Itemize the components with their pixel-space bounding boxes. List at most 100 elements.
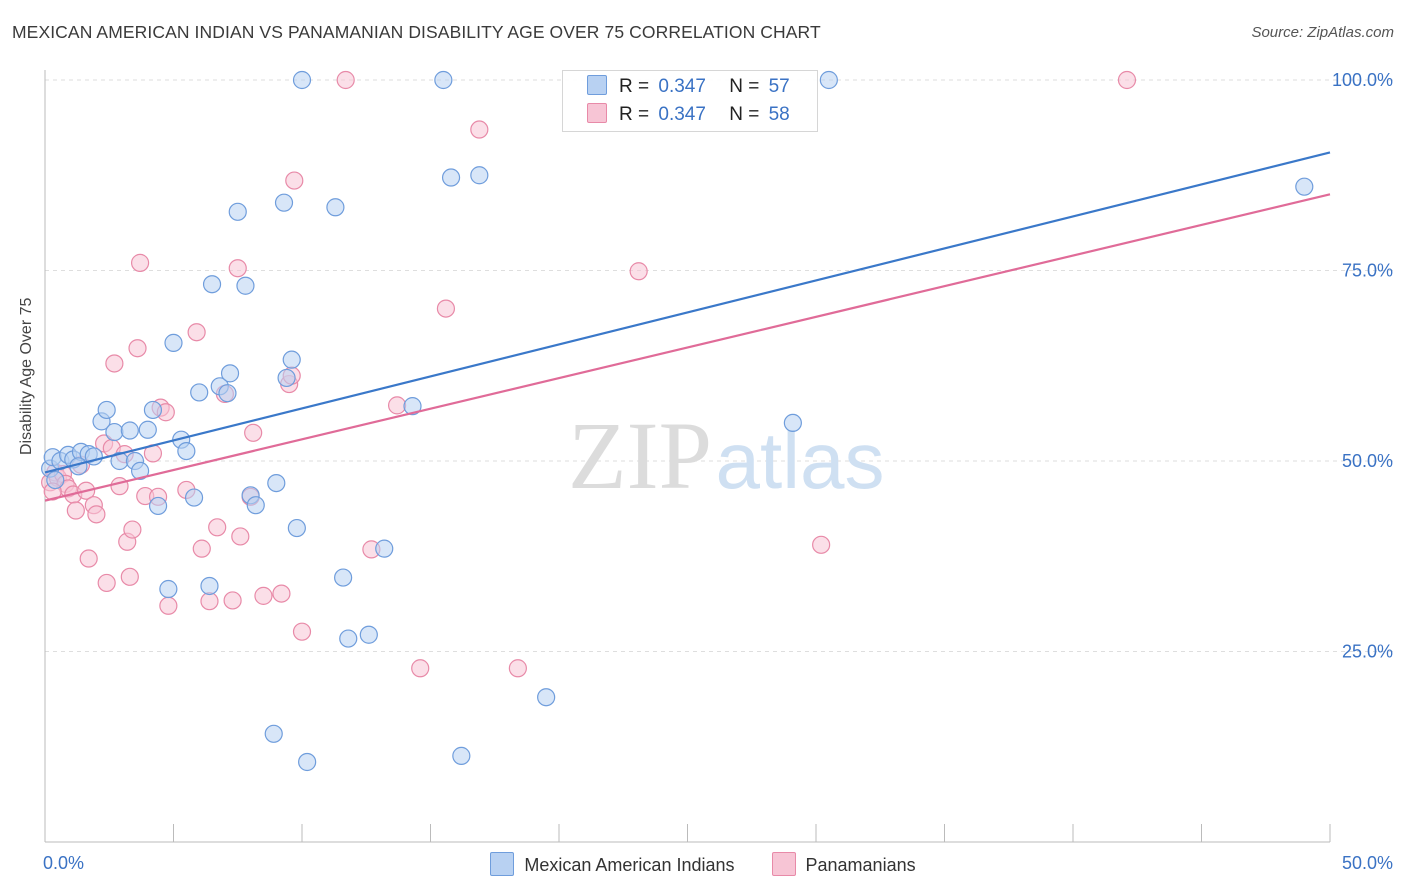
legend-r-label: R = (619, 104, 650, 125)
series-mexican-american-indians (41, 70, 1314, 772)
point-mexican-american-indians-45 (375, 539, 394, 558)
point-panamanians-32 (192, 539, 211, 558)
point-mexican-american-indians-49 (452, 746, 471, 765)
point-panamanians-20 (120, 567, 139, 586)
trend-lines (44, 151, 1331, 502)
series-legend-item-panamanians: Panamanians (771, 852, 916, 876)
point-panamanians-56 (1117, 70, 1137, 90)
point-mexican-american-indians-21 (177, 441, 196, 461)
point-mexican-american-indians-18 (159, 579, 178, 599)
point-panamanians-50 (411, 659, 430, 678)
point-panamanians-37 (228, 259, 247, 278)
point-panamanians-31 (187, 323, 206, 342)
point-panamanians-42 (272, 584, 291, 603)
point-mexican-american-indians-38 (287, 518, 306, 538)
legend-n-value: 58 (768, 104, 790, 125)
legend-r-label: R = (619, 76, 650, 97)
point-panamanians-36 (223, 591, 242, 610)
point-panamanians-38 (231, 527, 250, 546)
point-mexican-american-indians-40 (298, 752, 317, 772)
series-legend-label: Mexican American Indians (524, 855, 735, 875)
point-mexican-american-indians-12 (120, 421, 139, 440)
point-mexican-american-indians-41 (326, 198, 345, 217)
watermark: ZIP atlas (568, 402, 884, 509)
legend-row-mexican-american-indians: R = 0.347 N = 57 (587, 75, 790, 97)
point-mexican-american-indians-15 (138, 420, 157, 439)
point-mexican-american-indians-33 (264, 724, 283, 743)
point-panamanians-16 (105, 354, 124, 373)
point-mexican-american-indians-16 (143, 400, 163, 420)
point-mexican-american-indians-27 (218, 384, 237, 403)
trend-line-mexican-american-indians (44, 151, 1331, 474)
point-panamanians-23 (130, 253, 150, 272)
point-mexican-american-indians-17 (148, 496, 168, 516)
point-panamanians-14 (97, 573, 116, 593)
point-panamanians-46 (292, 622, 312, 641)
point-mexican-american-indians-52 (783, 413, 802, 432)
point-mexican-american-indians-47 (434, 70, 453, 90)
point-panamanians-47 (336, 70, 355, 90)
chart-title: MEXICAN AMERICAN INDIAN VS PANAMANIAN DI… (12, 22, 821, 42)
point-mexican-american-indians-9 (97, 400, 116, 420)
point-mexican-american-indians-22 (184, 488, 204, 507)
y-axis-label: Disability Age Over 75 (18, 297, 35, 455)
series-legend: Mexican American Indians Panamanians (0, 852, 1406, 876)
point-mexican-american-indians-53 (819, 70, 838, 90)
point-mexican-american-indians-54 (1295, 177, 1314, 196)
point-mexican-american-indians-10 (105, 422, 124, 442)
point-panamanians-17 (110, 477, 129, 496)
point-mexican-american-indians-51 (537, 688, 556, 707)
point-mexican-american-indians-55 (46, 470, 65, 490)
point-panamanians-10 (79, 549, 98, 568)
legend-r-value: 0.347 (658, 76, 706, 97)
legend-n-value: 57 (768, 76, 790, 97)
watermark-atlas: atlas (716, 416, 885, 505)
series-legend-item-mexican-american-indians: Mexican American Indians (490, 852, 735, 876)
point-mexican-american-indians-29 (228, 202, 247, 221)
point-panamanians-12 (87, 505, 106, 524)
point-mexican-american-indians-39 (292, 70, 312, 90)
point-mexican-american-indians-42 (334, 568, 353, 587)
trend-line-panamanians (44, 193, 1331, 502)
point-mexican-american-indians-25 (202, 275, 222, 294)
y-tick-label-2: 75.0% (1342, 261, 1393, 281)
point-panamanians-40 (244, 423, 263, 442)
point-mexican-american-indians-32 (246, 496, 265, 515)
watermark-zip: ZIP (568, 402, 712, 509)
y-tick-label-3: 100.0% (1332, 70, 1393, 90)
series-swatch-blue (490, 852, 515, 876)
point-mexican-american-indians-36 (274, 193, 294, 212)
point-panamanians-41 (254, 586, 273, 605)
point-mexican-american-indians-43 (339, 629, 358, 648)
point-panamanians-21 (123, 520, 142, 539)
point-mexican-american-indians-23 (190, 383, 209, 402)
point-mexican-american-indians-19 (164, 333, 183, 352)
point-panamanians-55 (812, 535, 831, 554)
point-mexican-american-indians-44 (359, 625, 378, 644)
point-mexican-american-indians-46 (403, 397, 422, 416)
point-mexican-american-indians-48 (441, 168, 461, 187)
point-mexican-american-indians-35 (282, 350, 301, 369)
point-mexican-american-indians-14 (130, 461, 150, 481)
point-mexican-american-indians-34 (267, 473, 286, 493)
point-panamanians-45 (285, 171, 304, 190)
tick-labels: 25.0% 50.0% 75.0% 100.0% 0.0% 50.0% (43, 70, 1393, 873)
point-panamanians-53 (508, 659, 527, 678)
legend-n-label: N = (729, 104, 760, 125)
legend-row-panamanians: R = 0.347 N = 58 (587, 103, 790, 125)
point-mexican-american-indians-28 (220, 364, 240, 383)
point-panamanians-7 (66, 501, 85, 520)
x-tick-label-1: 50.0% (1342, 853, 1393, 873)
point-panamanians-49 (387, 396, 407, 415)
point-mexican-american-indians-24 (200, 576, 219, 596)
legend-n-label: N = (729, 76, 760, 97)
legend-r-value: 0.347 (658, 104, 706, 125)
point-panamanians-54 (629, 262, 648, 281)
legend-swatch-pink (587, 103, 607, 123)
grid-lines (45, 79, 1395, 652)
point-panamanians-34 (208, 518, 227, 537)
y-tick-label-1: 50.0% (1342, 451, 1393, 471)
legend-swatch-blue (587, 75, 607, 95)
y-tick-label-0: 25.0% (1342, 642, 1393, 662)
